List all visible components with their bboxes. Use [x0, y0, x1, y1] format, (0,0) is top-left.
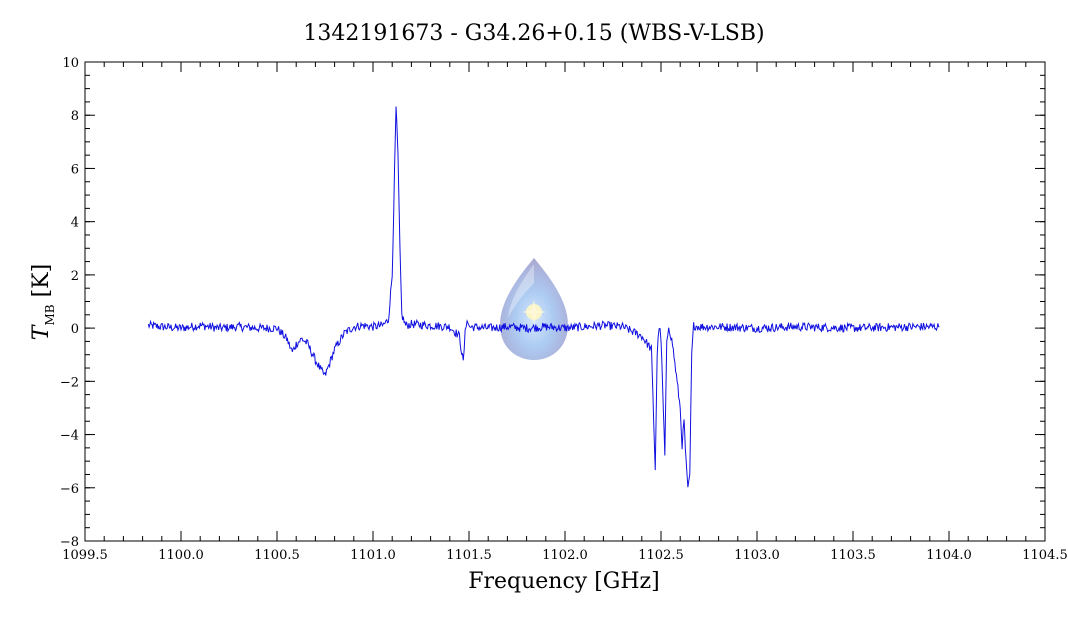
- x-tick-label: 1102.0: [542, 548, 588, 563]
- chart-title: 1342191673 - G34.26+0.15 (WBS-V-LSB): [303, 21, 764, 46]
- x-tick-label: 1103.5: [830, 548, 876, 563]
- x-tick-label: 1104.5: [1022, 548, 1068, 563]
- x-tick-label: 1100.5: [254, 548, 300, 563]
- y-tick-label: 8: [71, 109, 79, 124]
- droplet-logo: [500, 258, 568, 360]
- x-tick-label: 1101.0: [350, 548, 396, 563]
- x-axis-label: Frequency [GHz]: [468, 569, 660, 594]
- y-tick-label: 6: [71, 162, 79, 177]
- x-tick-label: 1099.5: [62, 548, 108, 563]
- x-tick-label: 1103.0: [734, 548, 780, 563]
- y-tick-label: 2: [71, 269, 79, 284]
- y-axis-label: TMB [K]: [29, 264, 57, 340]
- y-axis: −8 −6 −4 −2 0 2 4 6 8 10: [60, 56, 1045, 550]
- y-tick-label: −8: [60, 535, 79, 550]
- y-tick-label: −2: [60, 375, 79, 390]
- plot-frame: [84, 61, 1046, 542]
- y-tick-label: 0: [71, 322, 79, 337]
- x-tick-label: 1101.5: [446, 548, 492, 563]
- y-tick-label: 10: [62, 56, 79, 71]
- y-tick-label: 4: [71, 216, 79, 231]
- x-axis: 1099.5 1100.0 1100.5 1101.0 1101.5 1102.0 1102…: [62, 62, 1068, 563]
- y-tick-label: −4: [60, 429, 79, 444]
- x-tick-label: 1102.5: [638, 548, 684, 563]
- x-tick-label: 1104.0: [926, 548, 972, 563]
- y-tick-label: −6: [60, 482, 79, 497]
- spectrum-line: [147, 106, 940, 488]
- x-tick-label: 1100.0: [158, 548, 204, 563]
